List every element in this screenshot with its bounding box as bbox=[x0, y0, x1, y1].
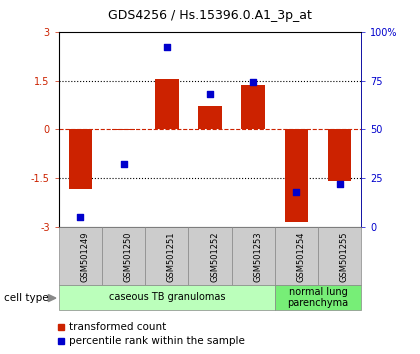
Bar bbox=[275, 285, 361, 310]
Text: cell type: cell type bbox=[4, 293, 49, 303]
Point bbox=[207, 91, 213, 97]
Text: GSM501252: GSM501252 bbox=[210, 231, 219, 282]
Bar bbox=[145, 227, 189, 285]
Text: normal lung
parenchyma: normal lung parenchyma bbox=[287, 286, 349, 308]
Point bbox=[77, 214, 84, 219]
Text: GSM501250: GSM501250 bbox=[123, 231, 133, 282]
Bar bbox=[318, 227, 361, 285]
Text: GSM501254: GSM501254 bbox=[297, 231, 305, 282]
Bar bbox=[328, 129, 352, 181]
Text: GDS4256 / Hs.15396.0.A1_3p_at: GDS4256 / Hs.15396.0.A1_3p_at bbox=[108, 9, 312, 22]
Bar bbox=[112, 129, 136, 130]
Bar bbox=[241, 85, 265, 129]
Point bbox=[250, 80, 257, 85]
Text: caseous TB granulomas: caseous TB granulomas bbox=[108, 292, 225, 302]
Bar bbox=[59, 227, 102, 285]
Point bbox=[293, 189, 300, 194]
Bar bbox=[189, 227, 231, 285]
Point bbox=[336, 181, 343, 187]
Bar bbox=[231, 227, 275, 285]
Bar bbox=[68, 129, 92, 189]
Bar bbox=[284, 129, 308, 222]
Text: transformed count: transformed count bbox=[69, 322, 167, 332]
Text: GSM501255: GSM501255 bbox=[340, 231, 349, 282]
Bar bbox=[59, 285, 275, 310]
Text: GSM501249: GSM501249 bbox=[80, 231, 89, 282]
Point bbox=[163, 45, 170, 50]
Bar bbox=[275, 227, 318, 285]
Polygon shape bbox=[48, 295, 56, 302]
Text: percentile rank within the sample: percentile rank within the sample bbox=[69, 336, 245, 346]
Bar bbox=[155, 79, 178, 129]
Point bbox=[120, 161, 127, 167]
Text: GSM501253: GSM501253 bbox=[253, 231, 262, 282]
Text: GSM501251: GSM501251 bbox=[167, 231, 176, 282]
Bar bbox=[102, 227, 145, 285]
Bar bbox=[198, 107, 222, 129]
